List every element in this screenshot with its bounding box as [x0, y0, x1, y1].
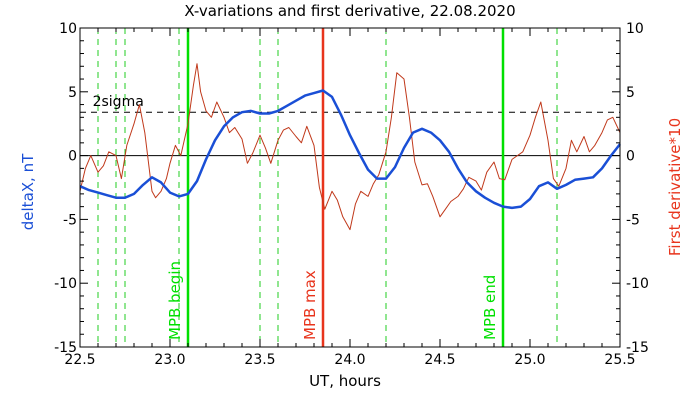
x-axis-label: UT, hours [309, 372, 381, 390]
x-tick-label: 23.0 [154, 352, 185, 368]
deltax-series-line [79, 89, 621, 210]
y-tick-label-right: -5 [626, 212, 640, 228]
mpb-max-label: MPB max [301, 270, 319, 340]
x-tick-label: 25.5 [604, 352, 635, 368]
right-y-axis-label: First derivative*10 [666, 118, 684, 256]
chart-title: X-variations and first derivative, 22.08… [184, 2, 515, 20]
y-tick-label-right: -10 [626, 276, 649, 292]
mpb-boundary-label: MPB begin [166, 261, 184, 340]
x-tick-label: 23.5 [244, 352, 275, 368]
y-tick-label-right: -15 [626, 340, 649, 356]
mpb-boundary-label: MPB end [481, 275, 499, 340]
y-tick-label-left: 10 [59, 21, 77, 37]
derivative-series-line [79, 63, 621, 231]
threshold-label: 2sigma [93, 94, 144, 110]
y-tick-label-right: 0 [626, 149, 635, 165]
y-tick-label-right: 10 [626, 21, 644, 37]
x-tick-label: 24.5 [424, 352, 455, 368]
y-tick-label-left: -15 [54, 340, 77, 356]
x-tick-label: 25.0 [514, 352, 545, 368]
plot-area: 2sigma MPB begin MPB max MPB end 22.5 23.0 23.… [54, 21, 649, 368]
y-tick-label-left: 0 [68, 149, 77, 165]
left-y-axis-label: deltaX, nT [19, 153, 37, 230]
x-tick-label: 22.5 [64, 352, 95, 368]
y-tick-label-left: 5 [68, 85, 77, 101]
y-tick-label-right: 5 [626, 85, 635, 101]
x-tick-label: 24.0 [334, 352, 365, 368]
y-tick-label-left: -10 [54, 276, 77, 292]
y-tick-label-left: -5 [63, 212, 77, 228]
